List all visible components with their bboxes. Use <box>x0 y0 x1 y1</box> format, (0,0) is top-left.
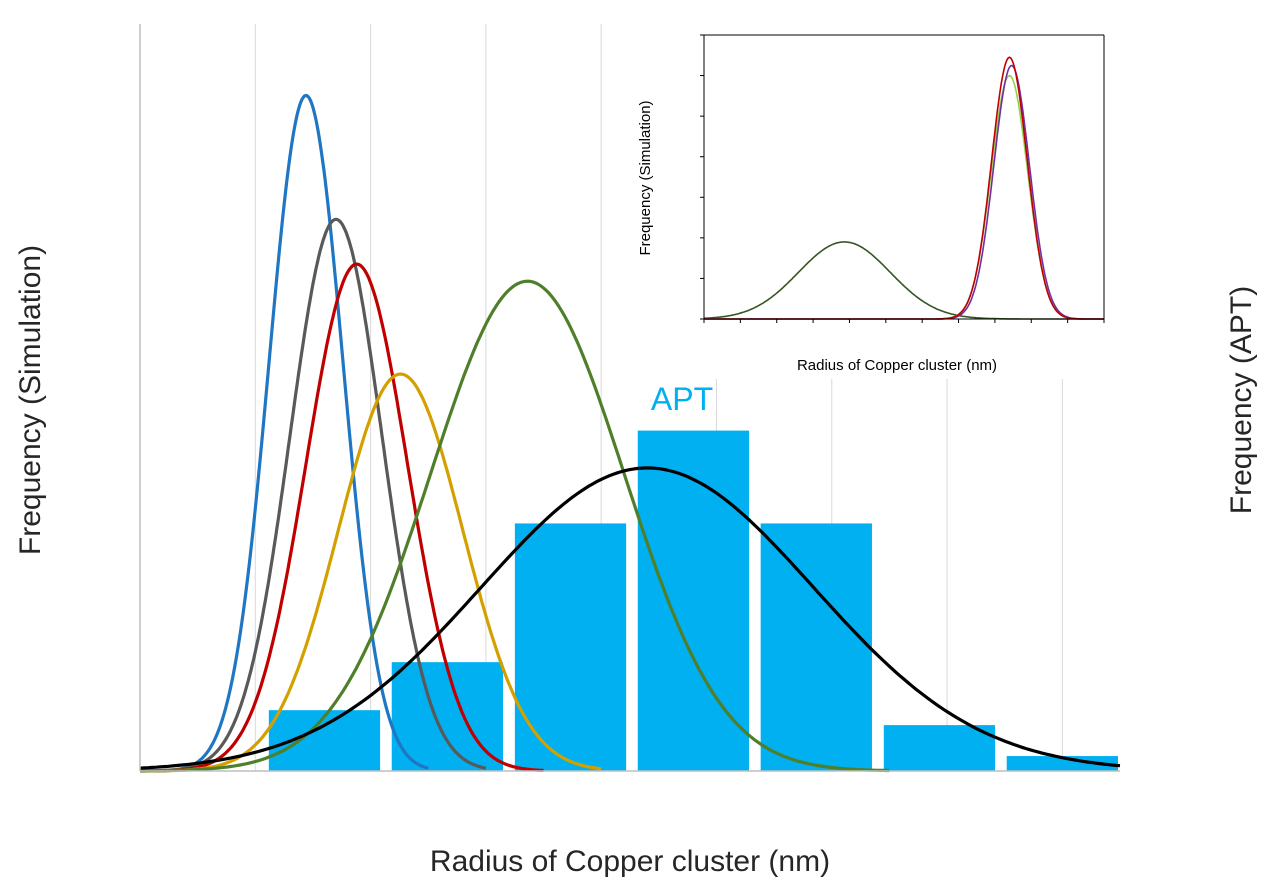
inset-background <box>617 24 1125 379</box>
series-line <box>140 279 890 773</box>
main-series-lines <box>139 93 1121 773</box>
series-line <box>139 217 487 773</box>
apt-bar <box>760 523 872 771</box>
apt-bar <box>268 710 381 771</box>
apt-bar <box>514 523 627 771</box>
y-axis-title-right: Frequency (APT) <box>1225 286 1258 514</box>
series-line <box>139 466 1121 770</box>
series-line <box>140 262 544 773</box>
inset-axes <box>703 34 1105 320</box>
x-axis-title: Radius of Copper cluster (nm) <box>430 845 830 878</box>
inset-chart: Radius of Copper cluster (nm) Frequency … <box>617 24 1125 379</box>
inset-y-axis-title: Frequency (Simulation) <box>637 100 654 255</box>
inset-tick-labels <box>700 34 1105 323</box>
main-axes <box>139 24 1120 772</box>
series-line <box>140 372 602 773</box>
apt-bar <box>883 725 996 771</box>
apt-bar <box>1006 756 1118 771</box>
inset-x-axis-title: Radius of Copper cluster (nm) <box>797 357 997 374</box>
y-axis-title-left: Frequency (Simulation) <box>14 245 47 555</box>
apt-bar-label: APT <box>651 381 713 417</box>
apt-bar <box>391 662 504 771</box>
